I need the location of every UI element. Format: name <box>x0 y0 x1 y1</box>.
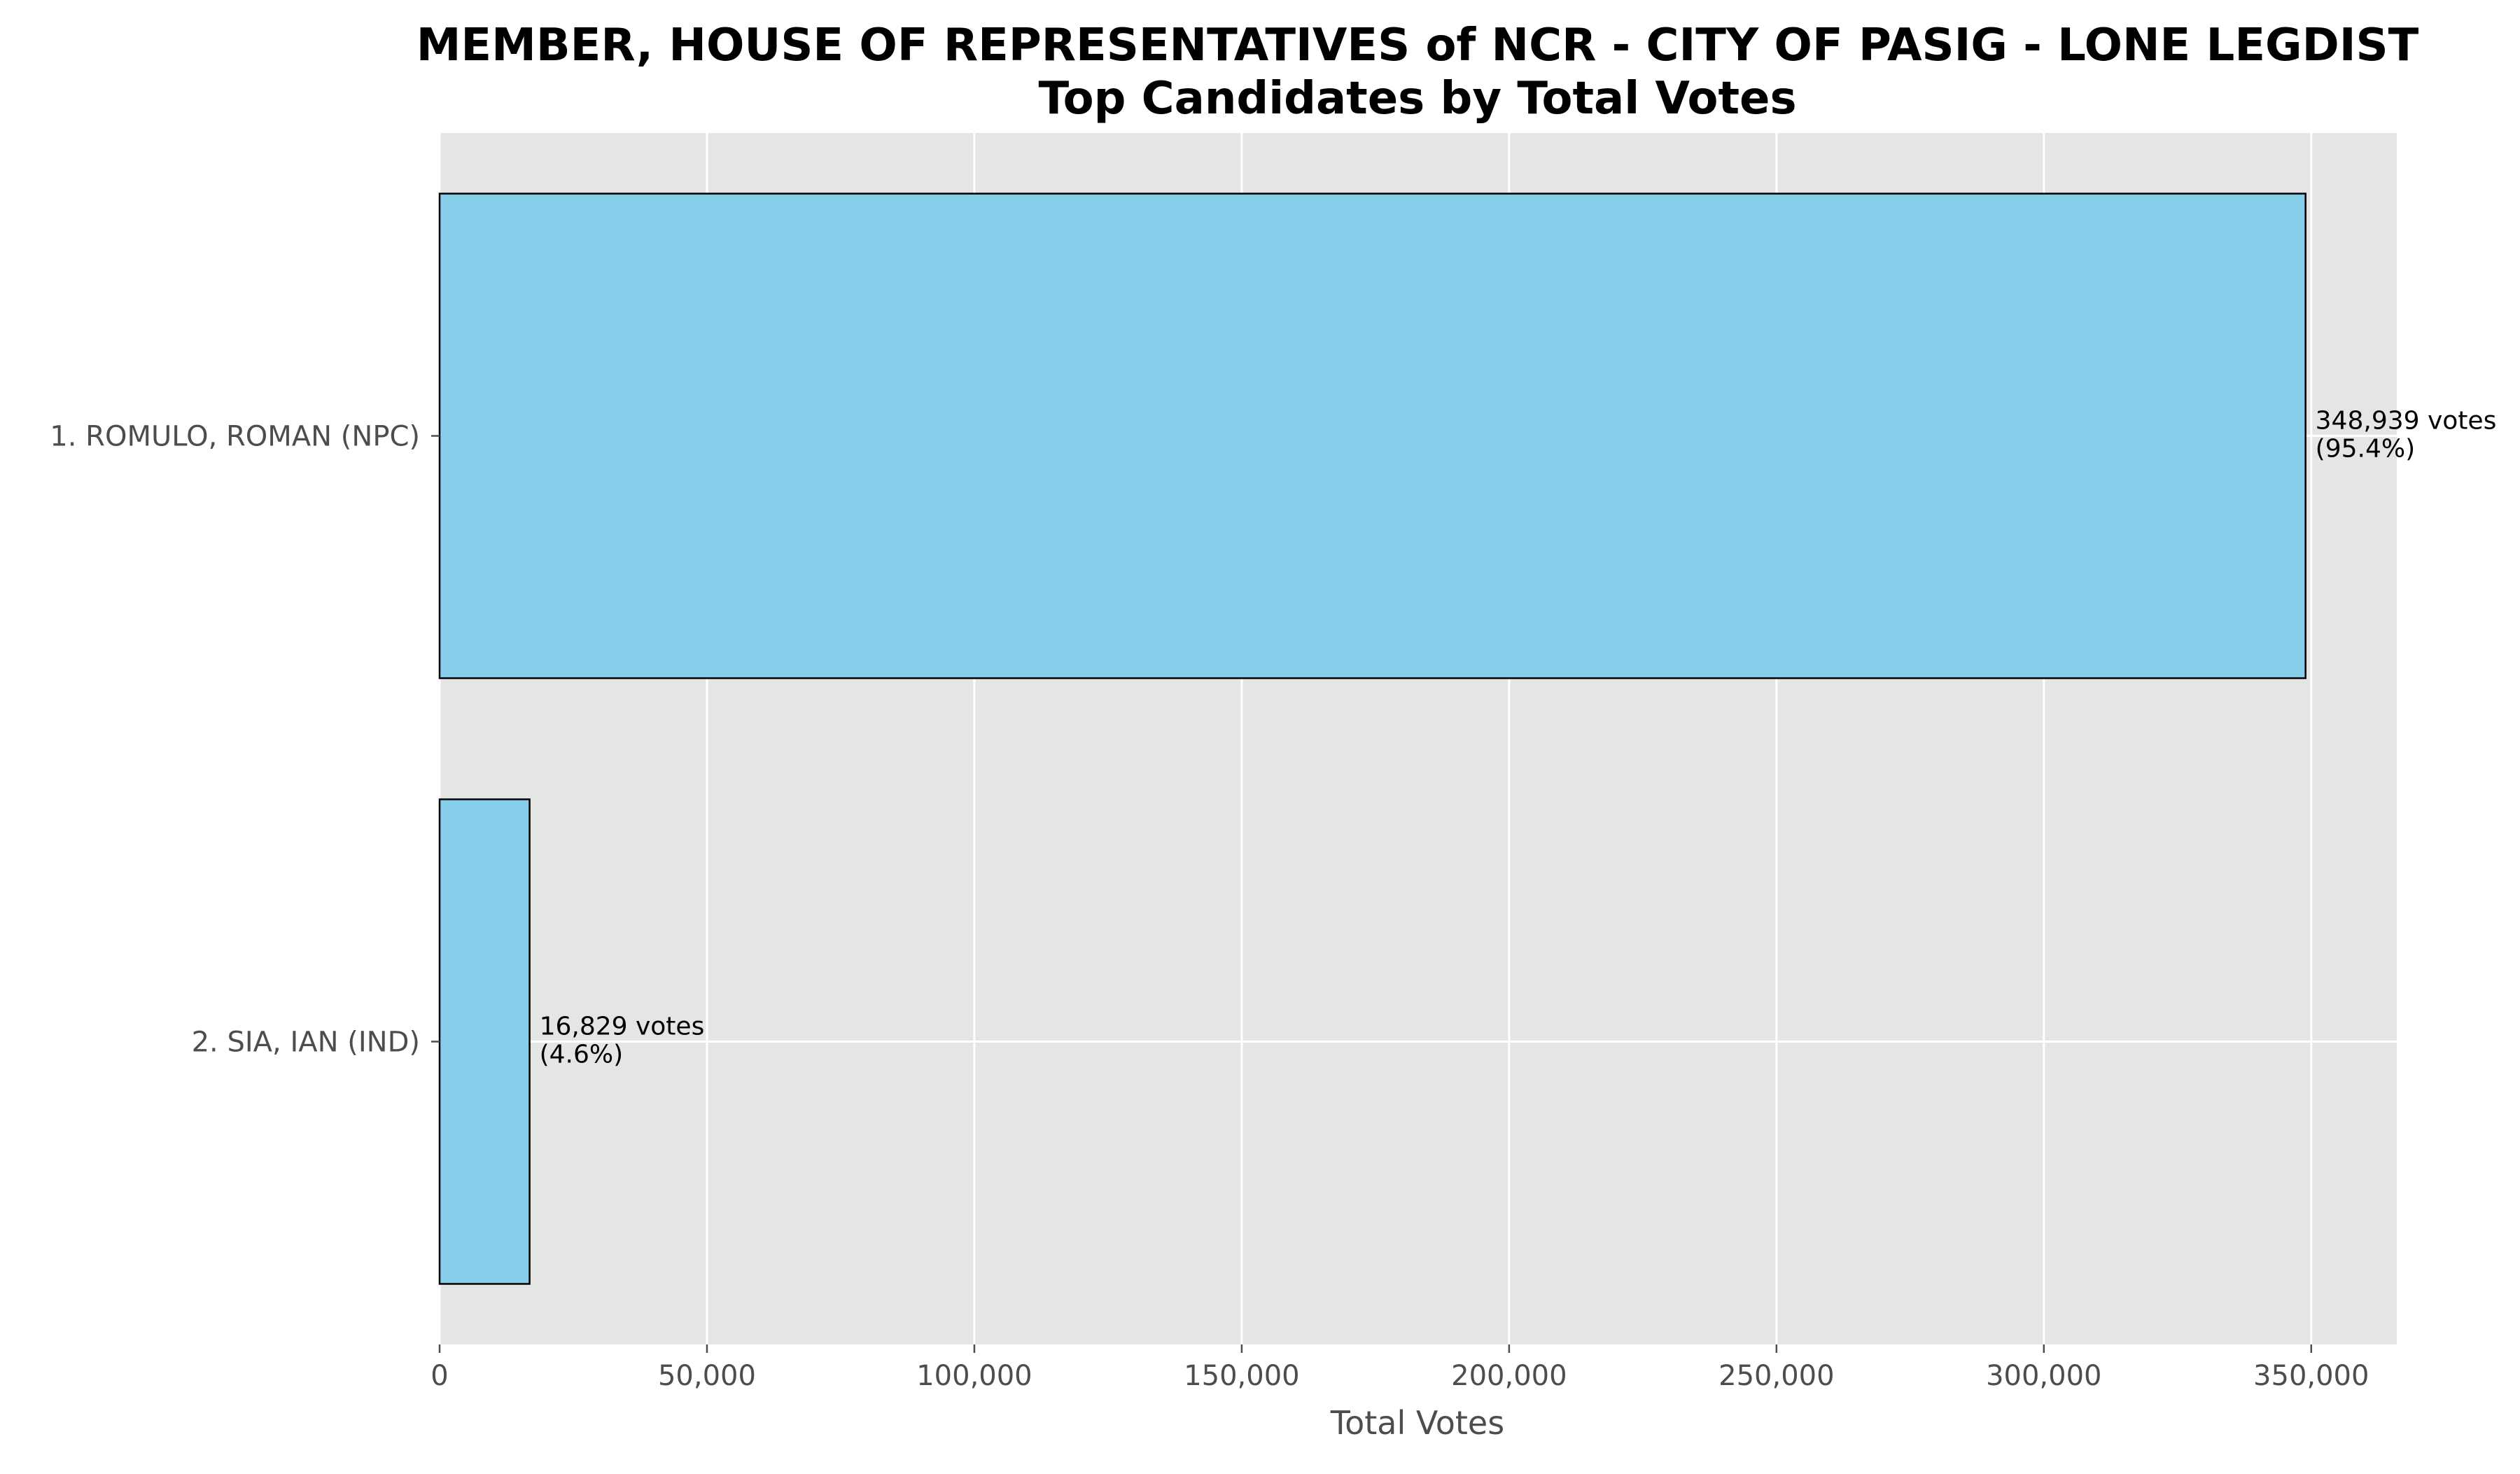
chart-subtitle: Top Candidates by Total Votes <box>1038 73 1796 125</box>
y-tick-label: 1. ROMULO, ROMAN (NPC) <box>50 421 420 453</box>
x-tick-label: 0 <box>430 1360 448 1392</box>
x-axis-ticks: 0 50,000 100,000 150,000 200,000 250,000 300,0… <box>430 1344 2369 1392</box>
bar-percent-label: (95.4%) <box>2316 435 2415 464</box>
bar <box>438 193 2306 679</box>
y-tick-label: 2. SIA, IAN (IND) <box>192 1027 420 1059</box>
x-axis-label: Total Votes <box>1330 1404 1504 1442</box>
chart-title: MEMBER, HOUSE OF REPRESENTATIVES of NCR … <box>416 20 2419 71</box>
bars: 348,939 votes(95.4%) 16,829 votes(4.6%) <box>438 193 2497 1285</box>
x-tick-label: 50,000 <box>658 1360 756 1392</box>
bar-value-label: 348,939 votes <box>2316 407 2497 436</box>
x-tick-label: 350,000 <box>2253 1360 2369 1392</box>
x-tick-label: 100,000 <box>916 1360 1032 1392</box>
y-axis-ticks: 1. ROMULO, ROMAN (NPC) 2. SIA, IAN (IND) <box>50 421 440 1059</box>
x-tick-label: 150,000 <box>1184 1360 1299 1392</box>
x-tick-label: 200,000 <box>1451 1360 1567 1392</box>
x-tick-label: 300,000 <box>1986 1360 2101 1392</box>
x-tick-label: 250,000 <box>1718 1360 1834 1392</box>
bar-value-label: 16,829 votes <box>540 1013 705 1041</box>
bar-percent-label: (4.6%) <box>540 1041 624 1069</box>
bar <box>438 798 531 1285</box>
